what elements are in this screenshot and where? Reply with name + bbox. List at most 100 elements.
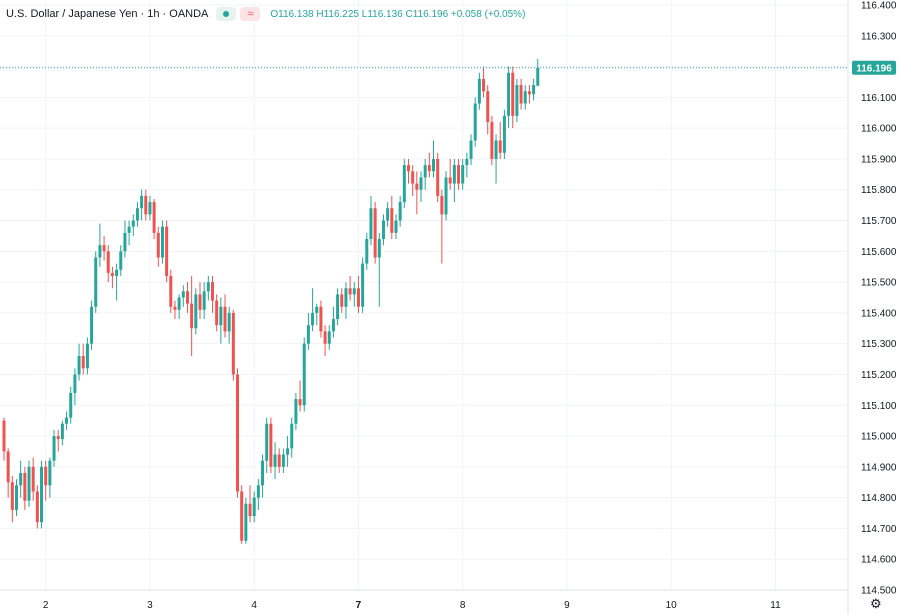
candle-body <box>15 485 19 510</box>
symbol-title[interactable]: U.S. Dollar / Japanese Yen · 1h · OANDA <box>6 8 209 20</box>
candle-body <box>394 220 398 233</box>
candle-body <box>406 165 410 172</box>
candle-body <box>477 78 481 104</box>
time-tick-label: 9 <box>564 600 570 611</box>
candle-body <box>461 165 465 184</box>
time-tick-label: 11 <box>770 600 781 611</box>
candle-body <box>336 294 340 320</box>
candle-body <box>231 312 235 375</box>
time-tick-label: 8 <box>460 600 466 611</box>
candle-body <box>240 491 244 541</box>
time-tick-label: 4 <box>251 600 257 611</box>
candle-body <box>215 300 219 326</box>
candle-body <box>415 183 419 190</box>
candle-body <box>206 282 210 292</box>
candle-body <box>340 294 344 307</box>
candle-body <box>411 171 415 184</box>
candle-body <box>361 263 365 307</box>
candle-body <box>152 202 156 233</box>
candle-body <box>344 288 348 307</box>
candle-body <box>261 460 265 486</box>
candle-body <box>352 288 356 295</box>
candle-body <box>473 103 477 141</box>
price-tick-label: 115.200 <box>861 370 897 381</box>
candle-body <box>90 306 94 344</box>
candle-body <box>502 115 506 153</box>
candle-body <box>236 374 240 492</box>
candle-body <box>498 140 502 153</box>
price-tick-label: 115.900 <box>861 154 897 165</box>
candle-body <box>444 177 448 215</box>
time-tick-label: 3 <box>147 600 153 611</box>
candle-body <box>94 257 98 307</box>
candle-body <box>169 275 173 307</box>
candle-body <box>2 420 6 452</box>
candle-body <box>202 291 206 310</box>
candle-body <box>457 165 461 184</box>
chart-legend: U.S. Dollar / Japanese Yen · 1h · OANDA … <box>6 6 525 22</box>
candle-body <box>31 466 35 492</box>
candle-body <box>144 195 148 215</box>
candle-body <box>85 343 89 369</box>
candle-body <box>177 297 181 310</box>
candle-body <box>432 158 436 172</box>
price-axis[interactable]: 116.400116.300116.200116.100116.000115.9… <box>847 0 897 614</box>
candle-body <box>298 399 302 406</box>
candle-body <box>365 239 369 264</box>
candle-body <box>60 423 64 440</box>
ohlc-values: O116.138 H116.225 L116.136 C116.196 +0.0… <box>270 8 526 20</box>
wave-icon[interactable]: ≈ <box>240 7 261 21</box>
price-tick-label: 115.400 <box>861 308 897 319</box>
time-tick-label: 7 <box>356 600 362 611</box>
candle-body <box>40 466 44 523</box>
candle-body <box>6 451 10 483</box>
candle-body <box>252 497 256 517</box>
candle-body <box>165 226 169 276</box>
candle-body <box>369 208 373 239</box>
price-tick-label: 115.800 <box>861 185 897 196</box>
candle-body <box>56 436 60 440</box>
candle-body <box>294 399 298 424</box>
time-tick-label: 2 <box>43 600 49 611</box>
candle-body <box>373 208 377 258</box>
candle-body <box>465 158 469 166</box>
candle-body <box>436 158 440 196</box>
candle-body <box>327 331 331 344</box>
candle-body <box>219 306 223 326</box>
gear-icon[interactable]: ⚙ <box>870 596 882 611</box>
candle-body <box>23 473 27 501</box>
time-axis[interactable]: 2 3 4 7 8 9 10 11 <box>0 589 848 611</box>
candle-body <box>281 454 285 467</box>
candle-body <box>423 165 427 178</box>
price-tick-label: 115.700 <box>861 216 897 227</box>
green-dot-icon[interactable] <box>216 7 237 21</box>
candle-body <box>173 306 177 310</box>
candle-body <box>402 165 406 203</box>
price-tick-label: 114.900 <box>861 462 897 473</box>
candle-body <box>256 485 260 498</box>
candle-body <box>419 177 423 190</box>
candle-body <box>115 269 119 276</box>
candle-body <box>315 306 319 313</box>
candle-body <box>106 251 110 273</box>
candle-body <box>331 319 335 332</box>
candle-body <box>390 208 394 233</box>
candle-body <box>102 245 106 252</box>
candle-body <box>306 325 310 344</box>
price-tick-label: 114.500 <box>861 586 897 597</box>
price-tick-label: 114.800 <box>861 493 897 504</box>
price-tick-label: 114.700 <box>861 524 897 535</box>
candles <box>2 58 540 544</box>
candle-body <box>265 423 269 461</box>
candle-body <box>65 417 69 424</box>
price-tick-label: 116.300 <box>861 31 897 42</box>
candle-body <box>302 343 306 406</box>
candle-body <box>427 165 431 172</box>
candle-body <box>448 177 452 184</box>
candle-body <box>110 272 114 276</box>
candle-body <box>194 294 198 329</box>
candle-body <box>160 226 164 258</box>
candle-body <box>140 195 144 209</box>
candle-body <box>10 482 14 510</box>
